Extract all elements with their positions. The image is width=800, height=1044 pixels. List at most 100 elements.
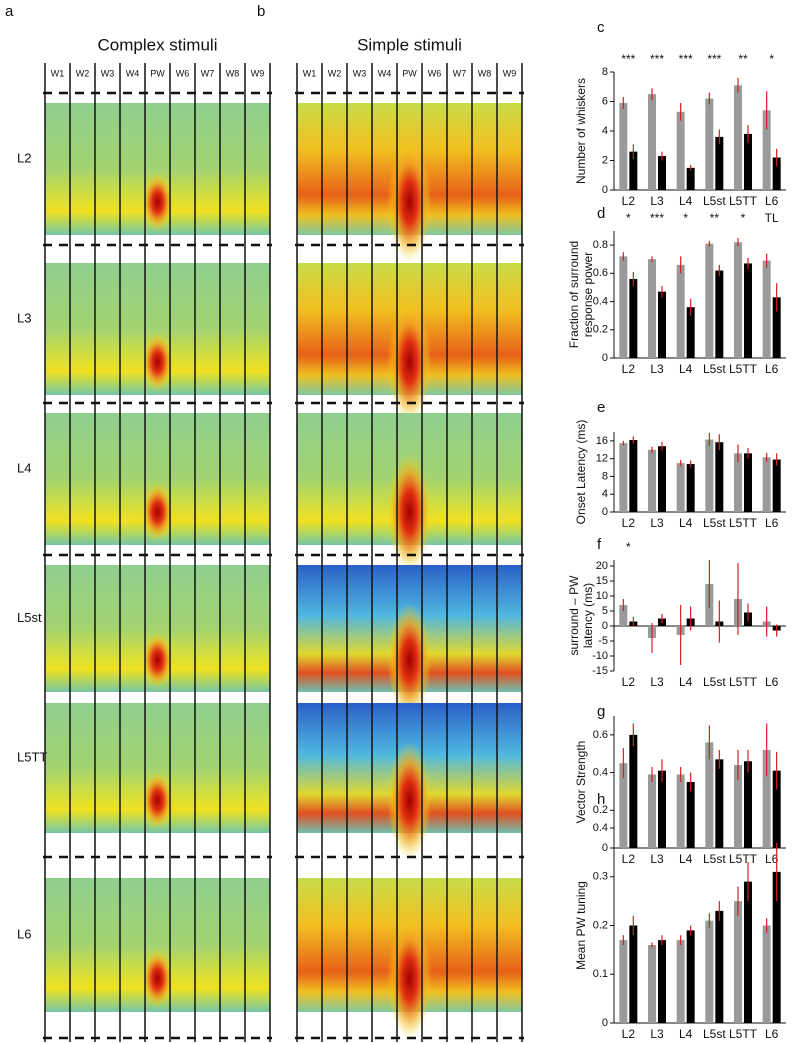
bar [619, 256, 628, 358]
whisker-label: W6 [176, 68, 190, 78]
hotspot [141, 771, 174, 830]
panel-letter: c [597, 19, 605, 36]
x-tick-label: L2 [622, 194, 636, 208]
whisker-label: W9 [503, 68, 517, 78]
y-axis-label: Vector Strength [574, 741, 588, 824]
bar [629, 278, 638, 358]
whisker-label: W9 [251, 68, 265, 78]
bar [619, 605, 628, 626]
bar [648, 94, 656, 190]
x-tick-label: L5TT [729, 1027, 758, 1041]
y-axis-label: Mean PW tuning [574, 881, 588, 970]
bar [676, 940, 685, 1023]
y-tick-label: 0 [602, 620, 608, 632]
significance: *** [650, 52, 664, 66]
significance: ** [710, 211, 720, 225]
y-tick-label: 0.3 [593, 871, 608, 883]
x-tick-label: L4 [679, 675, 693, 689]
y-tick-label: 12 [596, 453, 608, 465]
bar [762, 457, 771, 512]
y-axis-label: Onset Latency (ms) [574, 420, 588, 525]
bar [629, 925, 638, 1023]
y-tick-label: 8 [602, 470, 608, 482]
y-tick-label: 10 [596, 590, 608, 602]
x-tick-label: L6 [765, 675, 779, 689]
x-tick-label: L3 [650, 1027, 664, 1041]
bar [772, 157, 781, 190]
whisker-label: W7 [201, 68, 215, 78]
y-tick-label: 2 [602, 154, 608, 166]
y-tick-label: 0.4 [593, 822, 608, 834]
significance: * [741, 211, 746, 225]
y-tick-label: 0.8 [593, 239, 608, 251]
bar [686, 782, 695, 848]
bar [648, 259, 656, 358]
bar [619, 443, 628, 512]
x-tick-label: L5TT [729, 194, 758, 208]
bar [705, 439, 714, 512]
bar [676, 111, 685, 190]
whisker-label: W1 [51, 68, 65, 78]
layer-label: L6 [17, 926, 31, 941]
whisker-label: W6 [428, 68, 442, 78]
bar [686, 464, 695, 512]
hotspot [387, 603, 432, 718]
hotspot [141, 332, 174, 392]
hotspot [387, 742, 432, 859]
x-tick-label: L6 [765, 852, 779, 866]
y-tick-label: 6 [602, 95, 608, 107]
significance: *** [621, 52, 635, 66]
bar [762, 749, 771, 848]
bar [715, 136, 724, 190]
y-tick-label: -15 [592, 665, 608, 677]
y-tick-label: 0.4 [593, 295, 608, 307]
layer-label: L4 [17, 460, 31, 475]
bar [734, 85, 742, 190]
bar [734, 901, 742, 1023]
panel-letter: h [597, 791, 605, 808]
significance: TL [765, 211, 779, 225]
y-axis-label: response power [581, 252, 595, 337]
bar [744, 453, 752, 512]
layer-label: L5TT [17, 749, 47, 764]
hotspot [141, 949, 174, 1008]
bar [715, 759, 724, 848]
x-tick-label: L4 [679, 852, 693, 866]
x-tick-label: L4 [679, 1027, 693, 1041]
y-tick-label: -10 [592, 650, 608, 662]
y-tick-label: 0 [602, 352, 608, 364]
whisker-label: PW [402, 68, 417, 78]
x-tick-label: L5st [703, 852, 726, 866]
y-tick-label: 0.4 [593, 766, 608, 778]
bar [648, 449, 656, 512]
x-tick-label: L2 [622, 516, 636, 530]
significance: *** [707, 52, 721, 66]
y-tick-label: -5 [598, 635, 608, 647]
x-tick-label: L2 [622, 1027, 636, 1041]
x-tick-label: L5TT [729, 516, 758, 530]
x-tick-label: L5TT [729, 362, 758, 376]
whisker-label: W3 [101, 68, 115, 78]
bar [629, 440, 638, 512]
bar [762, 110, 771, 190]
whisker-label: W3 [353, 68, 367, 78]
bar [744, 881, 752, 1023]
y-tick-label: 0.2 [593, 919, 608, 931]
y-tick-label: 0 [602, 1017, 608, 1029]
whisker-label: W1 [303, 68, 317, 78]
hotspot [141, 632, 174, 689]
layer-label: L2 [17, 150, 31, 165]
bar [715, 270, 724, 358]
bar [762, 925, 771, 1023]
x-tick-label: L6 [765, 362, 779, 376]
y-tick-label: 0 [602, 842, 608, 854]
whisker-label: W4 [126, 68, 140, 78]
layer-label: L5st [17, 610, 42, 625]
bar [658, 446, 666, 512]
whisker-label: W2 [328, 68, 342, 78]
bar [705, 98, 714, 190]
bar [676, 264, 685, 358]
x-tick-label: L3 [650, 675, 664, 689]
y-tick-label: 20 [596, 560, 608, 572]
